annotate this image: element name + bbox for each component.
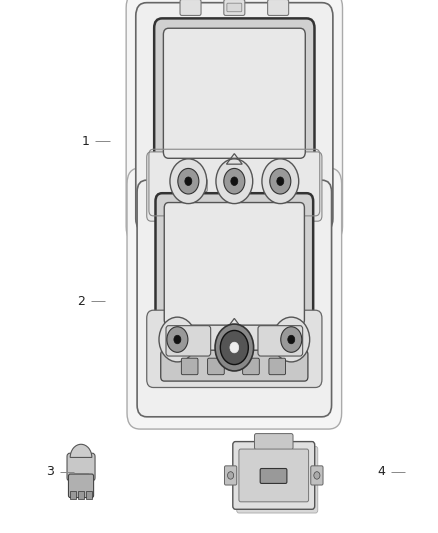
Circle shape [230,342,239,353]
Wedge shape [70,445,92,457]
FancyBboxPatch shape [127,168,342,429]
FancyBboxPatch shape [254,434,293,450]
FancyBboxPatch shape [68,474,94,498]
FancyBboxPatch shape [166,326,211,356]
FancyBboxPatch shape [311,466,323,485]
Circle shape [170,159,207,204]
FancyBboxPatch shape [147,152,322,221]
Circle shape [270,168,291,194]
Circle shape [216,159,253,204]
FancyBboxPatch shape [208,358,224,375]
FancyBboxPatch shape [164,203,304,325]
FancyBboxPatch shape [260,469,287,483]
Circle shape [228,472,234,479]
FancyBboxPatch shape [268,0,289,15]
Circle shape [159,317,196,362]
Circle shape [178,168,199,194]
Circle shape [224,168,245,194]
Circle shape [167,327,188,352]
FancyBboxPatch shape [269,358,286,375]
Circle shape [288,335,295,344]
FancyBboxPatch shape [239,449,308,502]
FancyBboxPatch shape [227,3,242,12]
Circle shape [174,335,181,344]
FancyBboxPatch shape [136,3,333,232]
FancyBboxPatch shape [237,447,318,513]
Circle shape [314,472,320,479]
Text: 3: 3 [46,465,54,478]
FancyBboxPatch shape [67,453,95,481]
FancyBboxPatch shape [224,0,245,15]
Circle shape [262,159,299,204]
Text: 4: 4 [377,465,385,478]
FancyBboxPatch shape [264,179,282,192]
FancyBboxPatch shape [78,491,84,499]
FancyBboxPatch shape [70,491,76,499]
FancyBboxPatch shape [233,441,314,510]
Text: 2: 2 [77,295,85,308]
FancyBboxPatch shape [161,350,308,381]
FancyBboxPatch shape [163,28,305,158]
Circle shape [273,317,310,362]
Circle shape [277,177,284,185]
FancyBboxPatch shape [225,466,237,485]
FancyBboxPatch shape [137,180,332,417]
FancyBboxPatch shape [126,0,343,244]
FancyBboxPatch shape [258,326,303,356]
Circle shape [231,177,238,185]
FancyBboxPatch shape [189,179,207,192]
FancyBboxPatch shape [180,0,201,15]
Text: 1: 1 [81,135,89,148]
FancyBboxPatch shape [243,358,259,375]
Circle shape [185,177,192,185]
Circle shape [220,330,248,365]
FancyBboxPatch shape [86,491,92,499]
Circle shape [215,324,254,371]
FancyBboxPatch shape [229,179,247,192]
FancyBboxPatch shape [181,358,198,375]
Circle shape [281,327,302,352]
FancyBboxPatch shape [155,193,313,335]
FancyBboxPatch shape [147,310,322,387]
FancyBboxPatch shape [154,19,314,168]
